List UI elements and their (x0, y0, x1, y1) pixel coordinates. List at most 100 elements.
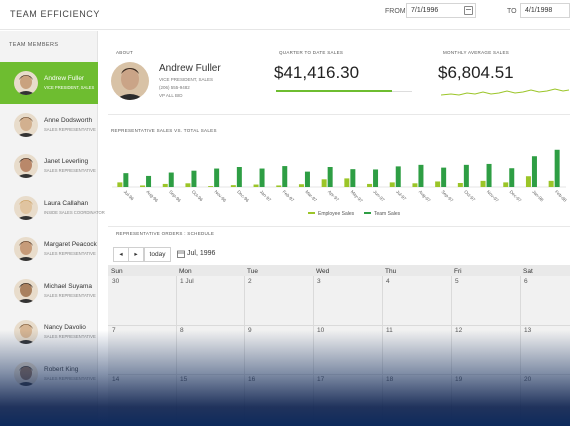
member-avatar (14, 112, 38, 137)
calendar-day-cell[interactable]: 14 (112, 376, 120, 383)
x-tick-label: Jun-97 (372, 189, 386, 203)
x-tick-label: Feb-97 (282, 189, 296, 203)
day-name-header: Thu (385, 268, 397, 275)
sidebar-member-item[interactable]: Andrew Fuller VICE PRESIDENT, SALES (0, 62, 98, 104)
grid-row-line (108, 325, 570, 326)
calendar-day-cell[interactable]: 7 (112, 327, 116, 334)
member-role: SALES REPRESENTATIVE (44, 168, 96, 173)
employee-sales-bar (389, 182, 395, 187)
member-avatar (14, 71, 38, 95)
calendar-day-cell[interactable]: 20 (524, 376, 532, 383)
calendar-day-cell[interactable]: 4 (386, 278, 390, 285)
x-tick-label: Jul-96 (123, 189, 136, 202)
member-role: SALES REPRESENTATIVE (44, 292, 96, 298)
to-date-input[interactable]: 4/1/1998 (520, 3, 570, 18)
qtd-value: $41,416.30 (274, 63, 360, 82)
next-button[interactable]: ▸ (128, 247, 144, 262)
x-tick-label: Jan-98 (531, 189, 545, 203)
employee-sales-bar (480, 180, 486, 187)
day-name-header: Mon (179, 268, 192, 275)
about-name: Andrew Fuller (159, 63, 221, 74)
calendar-day-cell[interactable]: 18 (386, 376, 394, 383)
sidebar-member-item[interactable]: Michael Suyama SALES REPRESENTATIVE (0, 270, 98, 312)
member-avatar (14, 195, 38, 220)
qtd-progress-bar (276, 90, 392, 92)
from-date-input[interactable]: 7/1/1996 (406, 3, 476, 18)
qtd-label: QUARTER TO DATE SALES (279, 50, 344, 55)
x-tick-label: Jan-97 (259, 189, 273, 203)
employee-sales-bar (503, 182, 509, 187)
about-title: VICE PRESIDENT, SALES (159, 77, 214, 82)
calendar-day-cell[interactable]: 15 (180, 376, 188, 383)
grid-row-line (108, 374, 570, 375)
calendar-day-cell[interactable]: 3 (317, 278, 321, 285)
member-avatar (14, 361, 38, 386)
monthly-sparkline (441, 88, 569, 96)
team-sales-bar (486, 163, 492, 187)
day-name-header: Sat (523, 268, 533, 275)
calendar-day-cell[interactable]: 13 (524, 327, 532, 334)
calendar-day-cell[interactable]: 1 Jul (180, 278, 194, 285)
schedule-current-month[interactable]: Jul, 1996 (187, 250, 216, 257)
employee-sales-bar (140, 185, 146, 187)
employee-sales-bar (548, 180, 554, 187)
grid-column-line (244, 276, 245, 426)
header-bar: TEAM EFFICIENCY FROM 7/1/1996 TO 4/1/199… (0, 0, 570, 30)
team-sales-bar (146, 175, 152, 187)
calendar-small-icon (177, 250, 185, 258)
team-sales-bar (236, 167, 242, 187)
x-tick-label: Dec-97 (509, 189, 523, 203)
legend-label: Employee Sales (318, 211, 355, 217)
x-tick-label: Sep-97 (440, 189, 454, 203)
calendar-day-cell[interactable]: 11 (386, 327, 393, 334)
calendar-day-cell[interactable]: 6 (524, 278, 528, 285)
sales-bar-chart: Jul-96 Aug-96 Sep-96 Oct-96 Nov-96 Dec-96 Jan-… (112, 149, 568, 217)
member-name: Margaret Peacock (44, 241, 97, 248)
calendar-day-cell[interactable]: 12 (455, 327, 463, 334)
grid-column-line (313, 276, 314, 426)
x-tick-label: Feb-98 (554, 189, 568, 203)
calendar-day-cell[interactable]: 10 (317, 327, 325, 334)
calendar-icon[interactable] (464, 6, 473, 15)
calendar-day-cell[interactable]: 5 (455, 278, 459, 285)
team-sales-bar (509, 168, 515, 187)
team-sales-bar (554, 149, 560, 187)
employee-sales-bar (435, 181, 441, 187)
sidebar-member-item[interactable]: Robert King SALES REPRESENTATIVE (0, 353, 98, 395)
x-tick-label: Mar-97 (304, 189, 318, 203)
x-tick-label: Dec-96 (236, 189, 250, 203)
schedule-grid (108, 276, 570, 426)
employee-sales-bar (162, 183, 168, 187)
prev-button[interactable]: ◂ (113, 247, 129, 262)
today-button[interactable]: today (144, 247, 171, 262)
calendar-day-cell[interactable]: 16 (248, 376, 256, 383)
employee-sales-bar (298, 184, 304, 187)
member-role: SALES REPRESENTATIVE (44, 334, 96, 339)
team-sales-bar (531, 156, 537, 187)
x-tick-label: Sep-96 (168, 189, 182, 203)
calendar-day-cell[interactable]: 30 (112, 278, 120, 285)
calendar-day-cell[interactable]: 8 (180, 327, 184, 334)
sidebar-member-item[interactable]: Margaret Peacock SALES REPRESENTATIVE (0, 228, 98, 270)
team-sales-bar (282, 166, 288, 187)
sidebar-member-item[interactable]: Anne Dodsworth SALES REPRESENTATIVE (0, 104, 98, 146)
sidebar-member-item[interactable]: Laura Callahan INSIDE SALES COORDINATOR (0, 187, 105, 229)
team-sales-bar (327, 167, 333, 187)
calendar-day-cell[interactable]: 17 (317, 376, 325, 383)
calendar-day-cell[interactable]: 2 (248, 278, 252, 285)
employee-sales-bar (230, 185, 236, 187)
section-divider (108, 114, 570, 115)
grid-column-line (451, 276, 452, 426)
calendar-day-cell[interactable]: 9 (248, 327, 252, 334)
x-tick-label: Nov-96 (213, 189, 227, 203)
member-name: Michael Suyama (44, 282, 93, 290)
sidebar-member-item[interactable]: Janet Leverling SALES REPRESENTATIVE (0, 145, 98, 187)
employee-sales-bar (185, 183, 191, 187)
team-sales-bar (373, 169, 379, 187)
calendar-day-cell[interactable]: 19 (455, 376, 463, 383)
sidebar-member-item[interactable]: Nancy Davolio SALES REPRESENTATIVE (0, 311, 98, 353)
x-tick-label: Oct-97 (463, 189, 476, 202)
member-name: Anne Dodsworth (44, 116, 93, 124)
about-avatar (111, 62, 149, 100)
